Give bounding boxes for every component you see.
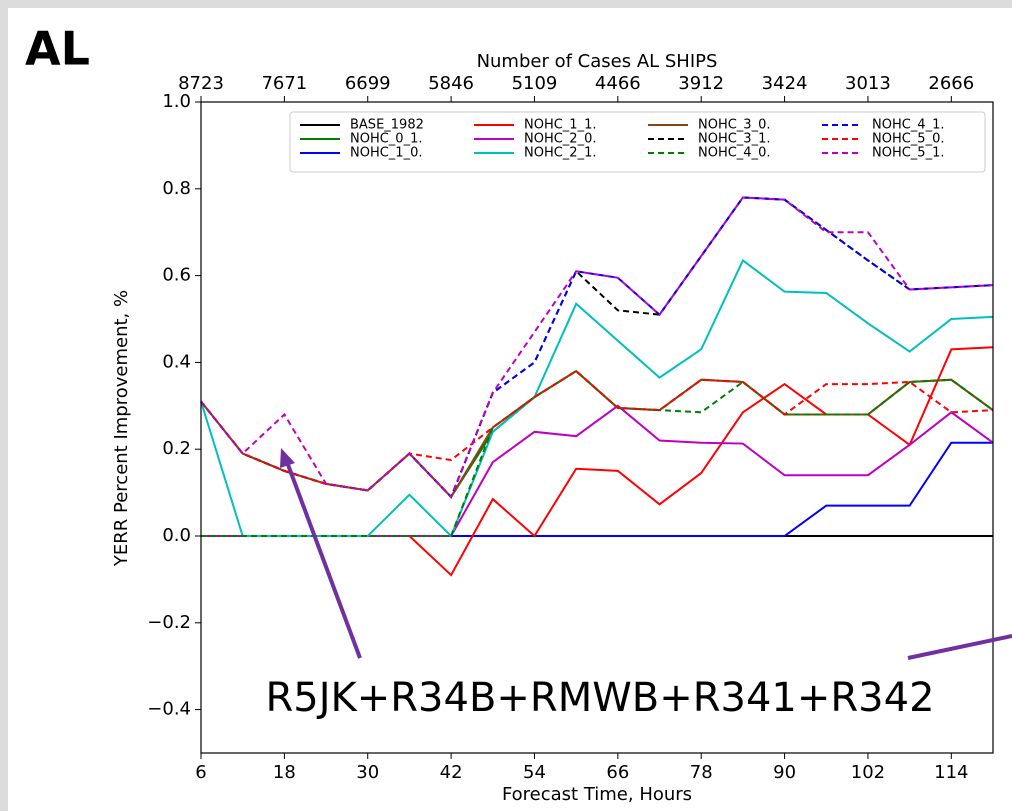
series-line: [201, 369, 994, 537]
legend-box: [289, 111, 986, 173]
top-x-tick-label: 3013: [845, 73, 891, 94]
legend-label: NOHC_4_1.: [872, 118, 944, 133]
y-tick-label: 1.0: [162, 91, 191, 112]
legend-label: NOHC_3_1.: [698, 132, 770, 147]
series-line: [200, 196, 994, 499]
x-tick-label: 30: [356, 762, 379, 783]
legend-label: NOHC_4_0.: [698, 146, 770, 161]
x-tick-label: 114: [934, 762, 968, 783]
top-x-tick-label: 2666: [928, 73, 974, 94]
legend-label: NOHC_5_1.: [872, 146, 944, 161]
legend: BASE_1982NOHC_0_1.NOHC_1_0.NOHC_1_1.NOHC…: [289, 111, 986, 173]
y-tick-label: 0.8: [162, 178, 191, 199]
y-tick-label: −0.2: [147, 612, 191, 633]
legend-label: NOHC_5_0.: [872, 132, 944, 147]
annotation: R5JK+R34B+RMWB+R341+R342: [265, 675, 934, 721]
top-x-tick-label: 3912: [678, 73, 724, 94]
arrow: [907, 634, 1012, 660]
top-x-tick-label: 5109: [512, 73, 558, 94]
legend-label: NOHC_1_1.: [524, 118, 596, 133]
y-tick-label: 0.2: [162, 438, 191, 459]
x-tick-label: 6: [195, 762, 206, 783]
y-tick-label: −0.4: [147, 699, 191, 720]
x-tick-label: 78: [690, 762, 713, 783]
panel-label: AL: [25, 22, 90, 76]
y-tick-label: 0.6: [162, 265, 191, 286]
x-tick-label: 18: [273, 762, 296, 783]
x-tick-label: 66: [606, 762, 629, 783]
top-x-tick-label: 3424: [762, 73, 808, 94]
legend-label: NOHC_2_1.: [524, 146, 596, 161]
axes-frame: [200, 101, 994, 754]
arrow-head: [280, 448, 295, 468]
top-x-tick-label: 4466: [595, 73, 641, 94]
x-tick-label: 42: [440, 762, 463, 783]
y-tick-label: 0.4: [162, 351, 191, 372]
x-tick-label: 102: [851, 762, 885, 783]
top-x-tick-label: 8723: [178, 73, 224, 94]
y-axis-label: YERR Percent Improvement, %: [111, 290, 132, 567]
legend-label: NOHC_0_1.: [350, 132, 422, 147]
legend-label: BASE_1982: [350, 118, 424, 133]
legend-label: NOHC_2_0.: [524, 132, 596, 147]
arrow: [285, 461, 362, 659]
x-tick-label: 90: [773, 762, 796, 783]
legend-label: NOHC_3_0.: [698, 118, 770, 133]
plot-area: [200, 196, 994, 577]
top-x-tick-label: 5846: [428, 73, 474, 94]
x-axis-label: Forecast Time, Hours: [502, 784, 692, 805]
top-x-tick-label: 7671: [261, 73, 307, 94]
legend-label: NOHC_1_0.: [350, 146, 422, 161]
top-axis-title: Number of Cases AL SHIPS: [477, 51, 718, 72]
x-tick-label: 54: [523, 762, 546, 783]
top-x-tick-label: 6699: [345, 73, 391, 94]
y-tick-label: 0.0: [162, 525, 191, 546]
